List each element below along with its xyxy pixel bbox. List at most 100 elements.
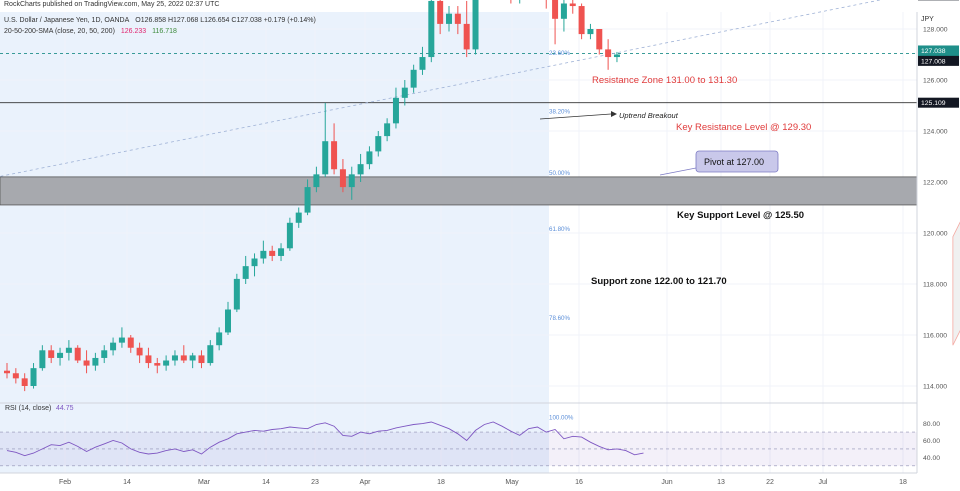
candle-body (207, 345, 214, 364)
uptrend-arrowhead (611, 111, 617, 117)
fib-label: 61.80% (549, 226, 570, 233)
candle-body (472, 0, 479, 50)
time-tick-label: Apr (360, 479, 372, 486)
price-tick-label: 122.000 (923, 180, 948, 187)
fib-label: 78.60% (549, 315, 570, 322)
candle-body (145, 355, 152, 364)
grid (0, 12, 917, 473)
fib-label: 23.60% (549, 50, 570, 57)
sma-value-2: 116.718 (152, 28, 177, 35)
candle-body (74, 347, 81, 361)
candle-body (410, 69, 417, 88)
price-tag-label: 127.038 (921, 48, 946, 55)
candle-body (596, 29, 603, 50)
price-tick-label: 114.000 (923, 384, 947, 391)
trend-channel (0, 0, 960, 346)
candle-body (92, 357, 99, 366)
candle-body (4, 370, 10, 374)
price-tick-label: 120.000 (923, 231, 948, 238)
rsi-line (6, 421, 644, 457)
price-tick-label: 118.000 (923, 282, 947, 289)
candle-body (331, 141, 338, 170)
currency-label: JPY (921, 16, 934, 23)
candle-body (552, 0, 559, 19)
price-tick-label: 128.000 (923, 27, 948, 34)
candle-body (180, 355, 187, 361)
time-tick-label: Mar (198, 479, 211, 486)
candle-body (269, 250, 276, 256)
time-tick-label: 18 (899, 479, 907, 486)
symbol-title[interactable]: U.S. Dollar / Japanese Yen, 1D, OANDA (4, 17, 130, 24)
candle-body (401, 87, 408, 98)
candle-body (171, 355, 178, 361)
candle-body (392, 97, 399, 124)
candle-body (366, 151, 373, 165)
rsi-tick-label: 80.00 (923, 421, 940, 428)
candle-body (605, 49, 612, 58)
candle-body (587, 29, 594, 35)
sma-value-1: 126.233 (120, 28, 147, 35)
time-tick-label: May (505, 479, 519, 486)
candles (4, 0, 620, 392)
price-tick-label: 116.000 (923, 333, 947, 340)
price-tick-label: 124.000 (923, 129, 948, 136)
fib-label: 38.20% (549, 109, 570, 116)
pivot-label: Pivot at 127.00 (704, 157, 764, 167)
time-tick-label: 14 (262, 479, 270, 486)
price-tag (918, 97, 959, 108)
price-tag (918, 55, 959, 66)
candle-body (357, 164, 364, 175)
rsi-pane: RSI (14, close) 44.75 (0, 402, 917, 467)
candle-body (57, 352, 64, 358)
rsi-tick-label: 60.00 (923, 438, 940, 445)
candle-body (65, 347, 72, 353)
support-zone-label: Support zone 122.00 to 121.70 (591, 276, 727, 287)
time-tick-label: 18 (437, 479, 445, 486)
uptrend-arrow (539, 113, 612, 120)
candle-body (251, 258, 258, 267)
time-tick-label: 22 (766, 479, 774, 486)
candle-body (560, 3, 567, 19)
candle-body (110, 342, 117, 351)
candle-body (463, 23, 470, 50)
candle-body (118, 337, 125, 343)
candle-body (136, 347, 143, 356)
candle-body (295, 212, 302, 223)
time-tick-label: Jun (661, 479, 672, 486)
time-tick-label: 14 (123, 479, 131, 486)
candle-body (428, 0, 435, 58)
candle-body (101, 350, 108, 358)
candle-body (154, 363, 161, 366)
rsi-title: RSI (14, close) (5, 405, 51, 412)
candle-body (613, 54, 620, 58)
annotations: Resistance Zone 131.00 to 131.30 Key Resi… (539, 75, 811, 287)
candle-body (419, 57, 426, 70)
fib-label: 100.00% (549, 415, 574, 422)
candle-body (569, 3, 576, 7)
rsi-value: 44.75 (56, 405, 74, 412)
candle-body (446, 13, 452, 24)
fib-levels: 23.60% 38.20% 50.00% 61.80% 78.60% 100.00% (549, 50, 574, 422)
highlight-region (0, 12, 549, 473)
candle-body (39, 350, 46, 369)
candle-body (348, 174, 355, 188)
resistance-zone-label: Resistance Zone 131.00 to 131.30 (592, 75, 737, 86)
sma-label[interactable]: 20-50-200-SMA (close, 20, 50, 200) (4, 28, 115, 35)
candle-body (322, 141, 329, 175)
rsi-tick-label: 40.00 (923, 455, 940, 462)
zones (0, 53, 918, 206)
time-tick-label: 13 (717, 479, 725, 486)
candle-body (21, 378, 28, 386)
indicator-line: 20-50-200-SMA (close, 20, 50, 200) 126.2… (4, 28, 181, 35)
fib-label: 50.00% (549, 170, 570, 177)
price-tag-label: 125.109 (921, 100, 946, 107)
candle-body (198, 355, 205, 364)
symbol-line: U.S. Dollar / Japanese Yen, 1D, OANDA O1… (4, 17, 320, 24)
candle-body (225, 309, 231, 333)
candle-body (384, 123, 391, 137)
candle-body (30, 368, 37, 386)
key-resistance-label: Key Resistance Level @ 129.30 (676, 122, 811, 133)
candle-body (304, 187, 311, 213)
candle-body (339, 169, 346, 188)
